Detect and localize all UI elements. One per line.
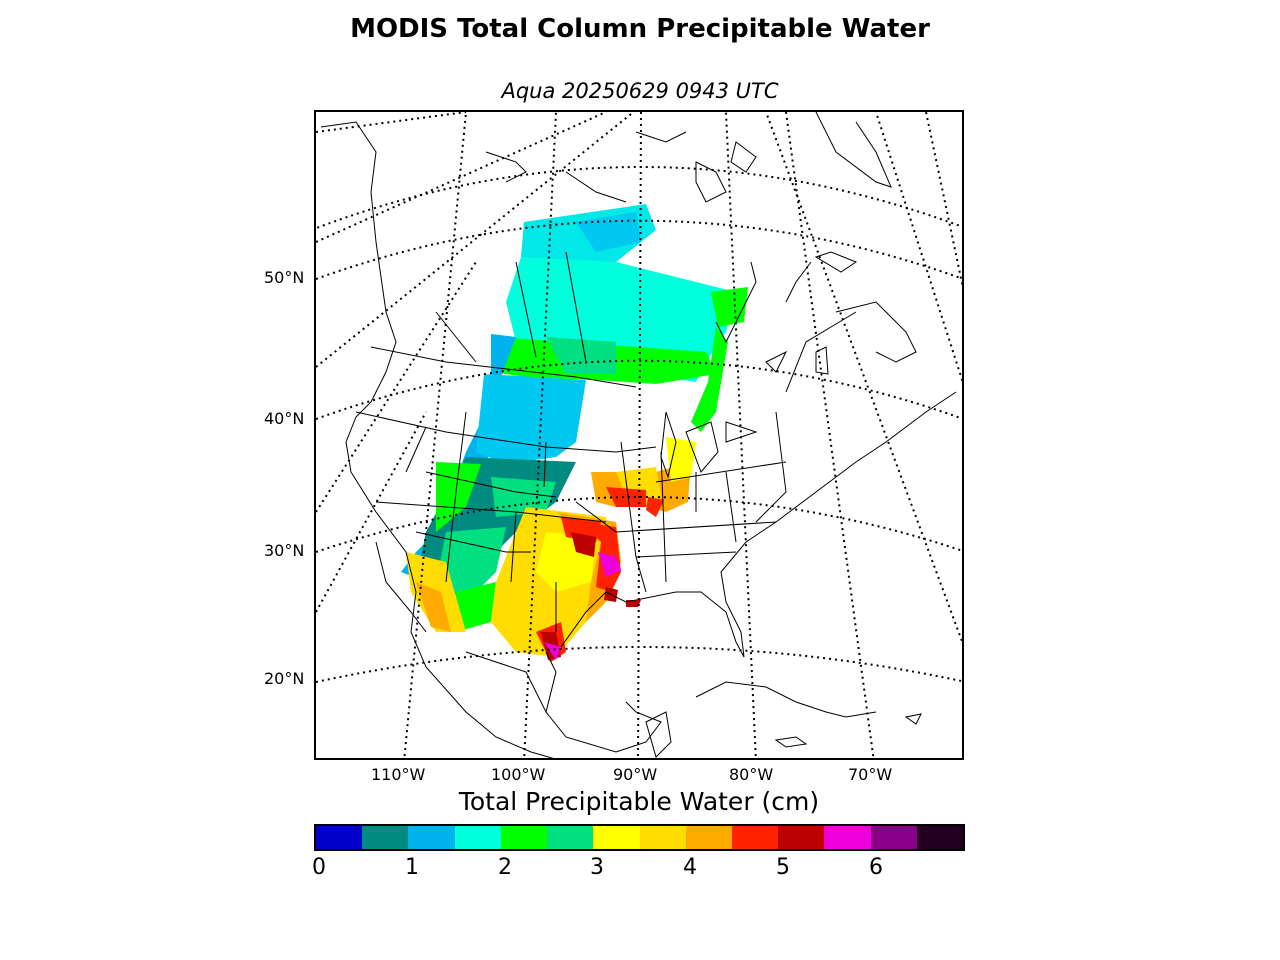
map-panel bbox=[314, 110, 964, 760]
colorbar-title: Total Precipitable Water (cm) bbox=[458, 787, 820, 816]
graticule bbox=[316, 112, 962, 758]
colorbar-tick-0: 0 bbox=[312, 855, 326, 880]
colorbar-segment-11 bbox=[824, 826, 871, 849]
colorbar-tick-5: 5 bbox=[776, 855, 790, 880]
colorbar-segment-4 bbox=[500, 826, 548, 849]
colorbar-tick-6: 6 bbox=[869, 855, 883, 880]
precipitable-water-map bbox=[316, 112, 962, 758]
colorbar-segment-5 bbox=[547, 826, 594, 849]
coastlines bbox=[320, 112, 957, 758]
colorbar-tick-4: 4 bbox=[683, 855, 697, 880]
colorbar-segment-2 bbox=[408, 826, 455, 849]
colorbar-segment-13 bbox=[916, 826, 964, 849]
political-boundaries bbox=[355, 251, 857, 713]
colorbar-tick-2: 2 bbox=[498, 855, 512, 880]
colorbar-segment-7 bbox=[639, 826, 686, 849]
colorbar-segment-10 bbox=[778, 826, 825, 849]
colorbar-segment-9 bbox=[731, 826, 779, 849]
lat-label-30n: 30°N bbox=[264, 541, 305, 560]
chart-subtitle: Aqua 20250629 0943 UTC bbox=[501, 79, 779, 103]
colorbar-tick-3: 3 bbox=[590, 855, 604, 880]
chart-title: MODIS Total Column Precipitable Water bbox=[350, 14, 930, 44]
lon-label-70w: 70°W bbox=[848, 765, 893, 784]
colorbar-segment-6 bbox=[593, 826, 640, 849]
colorbar-segment-1 bbox=[362, 826, 409, 849]
colorbar-segment-8 bbox=[685, 826, 732, 849]
lon-label-100w: 100°W bbox=[491, 765, 546, 784]
colorbar-tick-1: 1 bbox=[405, 855, 419, 880]
lon-label-110w: 110°W bbox=[371, 765, 426, 784]
lat-label-50n: 50°N bbox=[264, 268, 305, 287]
lon-label-80w: 80°W bbox=[729, 765, 774, 784]
colorbar bbox=[314, 824, 965, 851]
lon-label-90w: 90°W bbox=[613, 765, 658, 784]
colorbar-segment-0 bbox=[316, 826, 363, 849]
colorbar-segment-12 bbox=[870, 826, 917, 849]
colorbar-segment-3 bbox=[454, 826, 501, 849]
lat-label-20n: 20°N bbox=[264, 669, 305, 688]
lat-label-40n: 40°N bbox=[264, 409, 305, 428]
